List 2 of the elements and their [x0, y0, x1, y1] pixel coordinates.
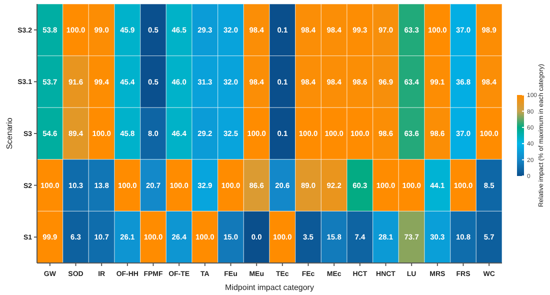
x-axis-title: Midpoint impact category: [225, 283, 314, 292]
y-axis-title: Scenario: [5, 117, 14, 150]
